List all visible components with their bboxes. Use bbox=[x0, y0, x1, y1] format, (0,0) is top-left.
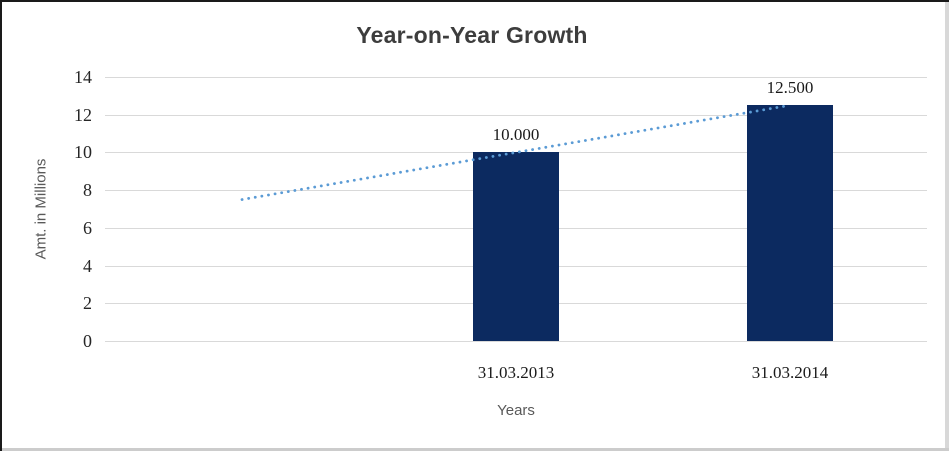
data-label: 12.500 bbox=[766, 78, 814, 98]
y-tick-label: 0 bbox=[83, 331, 92, 351]
y-tick-label: 10 bbox=[74, 142, 92, 163]
y-tick-label: 4 bbox=[83, 255, 92, 276]
x-tick-label: 31.03.2014 bbox=[751, 363, 829, 382]
gridline bbox=[105, 77, 927, 78]
y-tick-label: 12 bbox=[74, 104, 92, 125]
y-axis-title: Amt. in Millions bbox=[32, 158, 50, 260]
gridline bbox=[105, 341, 927, 342]
x-tick-label: 31.03.2013 bbox=[477, 363, 555, 382]
chart-border-bottom bbox=[0, 448, 949, 451]
bar-31.03.2013 bbox=[473, 152, 559, 341]
y-tick-label: 6 bbox=[83, 217, 92, 238]
chart-border-left bbox=[0, 0, 2, 451]
bar-31.03.2014 bbox=[747, 105, 833, 341]
y-tick-label: 8 bbox=[83, 180, 92, 201]
y-tick-label: 14 bbox=[74, 67, 92, 87]
data-label: 10.000 bbox=[492, 125, 540, 145]
chart-title: Year-on-Year Growth bbox=[356, 22, 588, 48]
chart-border-right bbox=[945, 0, 949, 451]
chart-border-top bbox=[0, 0, 949, 2]
x-axis-title: Years bbox=[497, 402, 535, 419]
y-tick-label: 2 bbox=[83, 293, 92, 314]
